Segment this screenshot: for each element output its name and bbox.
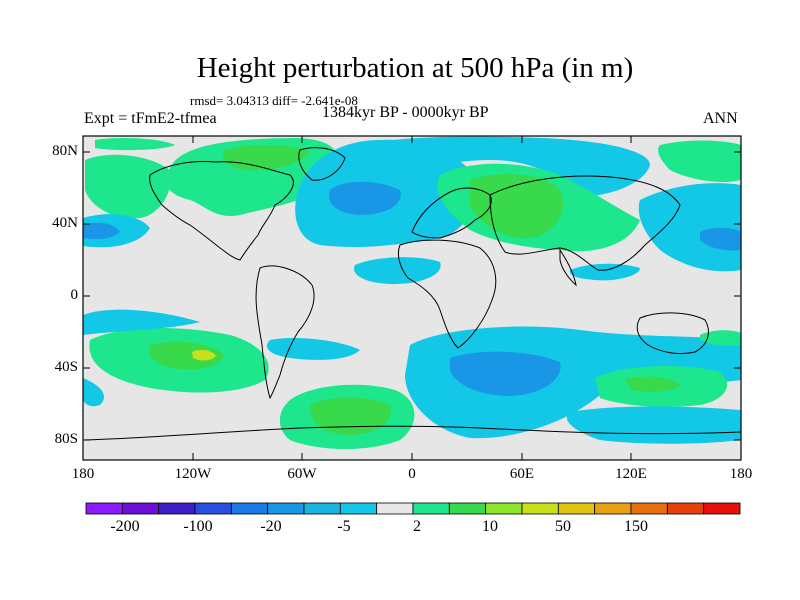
lon-tick-label: 180 bbox=[71, 466, 95, 482]
colorbar-label: 10 bbox=[482, 518, 498, 535]
colorbar-swatch bbox=[339, 502, 378, 515]
coast-greenland bbox=[298, 147, 346, 181]
lon-tick-label: 0 bbox=[408, 466, 416, 482]
colorbar-swatch bbox=[194, 502, 232, 515]
experiment-label: Expt = tFmE2-tfmea bbox=[84, 110, 217, 127]
lon-tick-label: 120E bbox=[615, 466, 647, 482]
contour-arctic-blue bbox=[345, 136, 650, 196]
contour-indian-blue-core bbox=[450, 351, 561, 396]
colorbar-swatch bbox=[158, 502, 196, 515]
coast-africa bbox=[397, 239, 497, 349]
colorbar-swatch bbox=[666, 502, 705, 515]
coast-north-america bbox=[149, 161, 294, 261]
colorbar-swatch bbox=[267, 502, 305, 515]
coast-antarctica bbox=[83, 425, 741, 441]
colorbar-label: -5 bbox=[337, 518, 351, 535]
coast-south-america bbox=[255, 265, 315, 400]
lon-tick-label: 60E bbox=[509, 466, 535, 482]
colorbar-swatch bbox=[594, 502, 632, 515]
contour-south-atlantic-green-core bbox=[310, 397, 391, 436]
contour-south-atlantic-blue bbox=[266, 338, 360, 360]
colorbar-swatch bbox=[485, 502, 523, 515]
contour-pacific-blue-core bbox=[83, 222, 120, 240]
contour-asia-pacific-blue bbox=[638, 183, 741, 272]
contour-fields bbox=[83, 136, 741, 449]
contour-sw-blue bbox=[83, 309, 200, 335]
coast-india bbox=[559, 248, 577, 287]
contour-south-pacific-yellow bbox=[192, 349, 216, 361]
contour-aus-green-core bbox=[625, 376, 680, 392]
contour-tropical-blue bbox=[354, 257, 441, 285]
coastlines bbox=[83, 147, 741, 441]
colorbar-label: -20 bbox=[260, 518, 282, 535]
contour-atlantic-blue-core bbox=[329, 181, 401, 215]
lat-tick-label: 80S bbox=[54, 431, 78, 447]
colorbar-swatch bbox=[448, 502, 487, 515]
colorbar-label: -100 bbox=[183, 518, 213, 535]
colorbar-swatch bbox=[376, 502, 414, 515]
lon-tick-label: 120W bbox=[174, 466, 212, 482]
lat-tick-label: 80N bbox=[52, 143, 78, 159]
colorbar-label: 2 bbox=[413, 518, 421, 535]
colorbar-swatch bbox=[521, 502, 559, 515]
contour-south-pacific-green-core bbox=[148, 341, 225, 370]
contour-ne-green bbox=[658, 140, 741, 182]
contour-antarctic-blue bbox=[566, 406, 741, 444]
colorbar-swatch bbox=[703, 502, 741, 515]
lon-tick-label: 180 bbox=[729, 466, 753, 482]
contour-pacific-north-green bbox=[85, 154, 171, 219]
map-ticks bbox=[83, 136, 741, 460]
season-label: ANN bbox=[703, 110, 738, 127]
contour-sw-blue2 bbox=[83, 378, 104, 407]
colorbar-label: 150 bbox=[624, 518, 648, 535]
coast-australia bbox=[636, 312, 709, 355]
coast-asia bbox=[489, 175, 681, 271]
colorbar-label: -200 bbox=[110, 518, 140, 535]
colorbar-swatch bbox=[230, 502, 269, 515]
period-label: 1384kyr BP - 0000kyr BP bbox=[322, 104, 489, 121]
colorbar-swatch bbox=[303, 502, 341, 515]
lat-tick-label: 40N bbox=[52, 215, 78, 231]
colorbar-swatch bbox=[121, 502, 160, 515]
colorbar-swatch bbox=[557, 502, 596, 515]
colorbar-swatch bbox=[630, 502, 668, 515]
contour-pacific-north-green2 bbox=[95, 137, 175, 151]
figure-title: Height perturbation at 500 hPa (in m) bbox=[196, 52, 634, 84]
colorbar bbox=[85, 502, 741, 515]
lat-tick-label: 40S bbox=[54, 359, 78, 375]
stats-text: rmsd= 3.04313 diff= -2.641e-08 bbox=[190, 93, 358, 108]
lon-tick-label: 60W bbox=[287, 466, 317, 482]
colorbar-swatch bbox=[412, 502, 450, 515]
colorbar-label: 50 bbox=[555, 518, 571, 535]
colorbar-swatch bbox=[85, 502, 123, 515]
contour-aus-green-north bbox=[700, 330, 741, 346]
contour-tropical-blue2 bbox=[569, 263, 640, 281]
coast-europe bbox=[411, 187, 492, 239]
contour-asia-pacific-blue-core bbox=[700, 227, 741, 251]
contour-eurasia-green-core bbox=[470, 174, 564, 239]
lat-tick-label: 0 bbox=[70, 287, 79, 303]
